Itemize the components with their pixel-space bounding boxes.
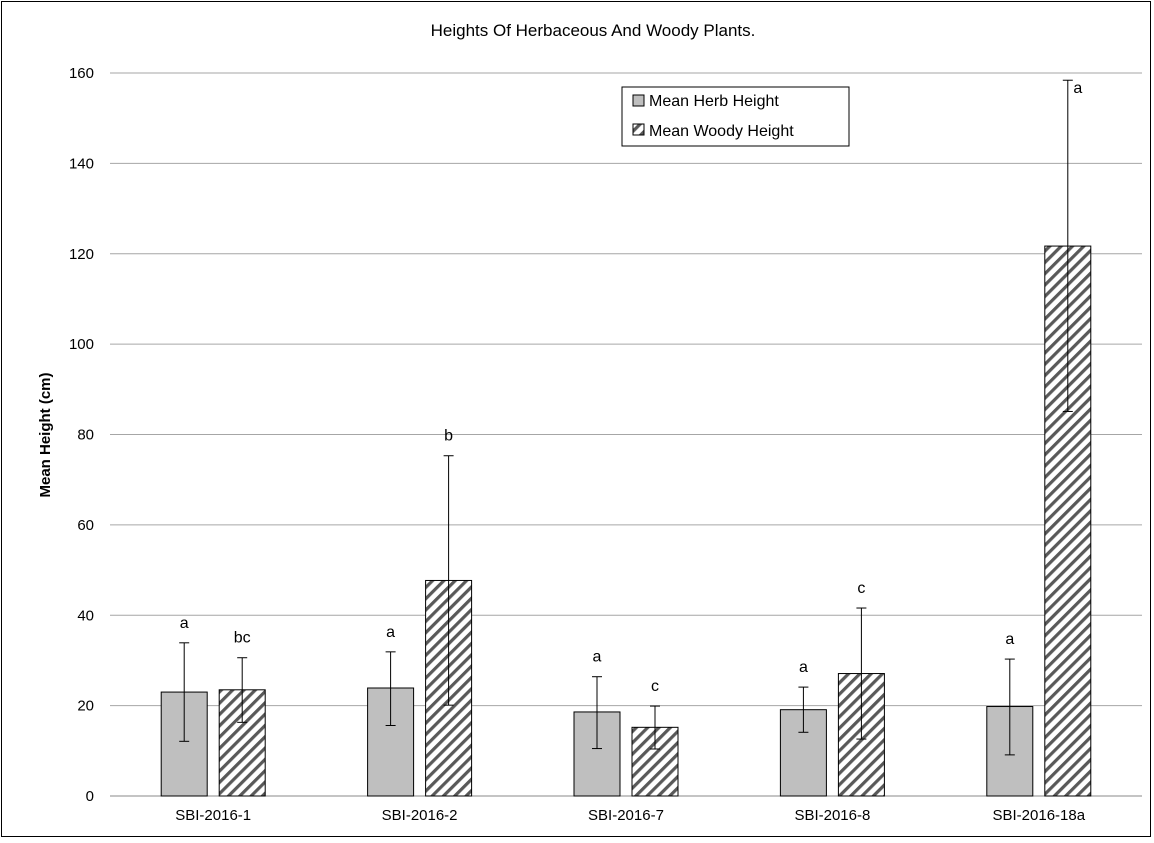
y-tick-label: 160 <box>69 65 94 82</box>
significance-letters: a bc a b a c a c a a <box>180 80 1083 695</box>
y-tick-label: 60 <box>77 517 94 534</box>
x-tick-label: SBI-2016-2 <box>382 807 458 824</box>
y-tick-label: 100 <box>69 336 94 353</box>
significance-letter: a <box>1073 80 1082 97</box>
y-tick-labels: 0 20 40 60 80 100 120 140 160 <box>69 65 94 805</box>
significance-letter: a <box>1005 631 1014 648</box>
significance-letter: bc <box>234 630 251 647</box>
legend-box <box>621 86 850 147</box>
y-tick-label: 0 <box>86 788 94 805</box>
x-tick-labels: SBI-2016-1 SBI-2016-2 SBI-2016-7 SBI-2016-8… <box>175 807 1085 824</box>
legend-label-herb: Mean Herb Height <box>649 93 779 110</box>
y-tick-label: 20 <box>77 698 94 715</box>
bars <box>160 245 1092 797</box>
x-tick-label: SBI-2016-1 <box>175 807 251 824</box>
legend-swatch-woody <box>632 123 645 136</box>
x-tick-label: SBI-2016-8 <box>794 807 870 824</box>
gridlines <box>110 72 1142 797</box>
error-bars <box>179 79 1073 756</box>
chart-title: Heights Of Herbaceous And Woody Plants. <box>431 21 756 40</box>
significance-letter: a <box>386 624 395 641</box>
legend: Mean Herb Height Mean Woody Height <box>621 86 850 147</box>
significance-letter: a <box>799 659 808 676</box>
significance-letter: b <box>444 428 453 445</box>
y-tick-label: 80 <box>77 427 94 444</box>
y-tick-label: 40 <box>77 607 94 624</box>
x-tick-label: SBI-2016-18a <box>993 807 1086 824</box>
y-axis-title: Mean Height (cm) <box>37 372 54 497</box>
significance-letter: a <box>593 649 602 666</box>
y-tick-label: 140 <box>69 155 94 172</box>
significance-letter: c <box>857 580 865 597</box>
significance-letter: c <box>651 678 659 695</box>
y-tick-label: 120 <box>69 246 94 263</box>
x-tick-label: SBI-2016-7 <box>588 807 664 824</box>
legend-swatch-herb <box>632 94 645 107</box>
significance-letter: a <box>180 615 189 632</box>
legend-label-woody: Mean Woody Height <box>649 123 794 140</box>
